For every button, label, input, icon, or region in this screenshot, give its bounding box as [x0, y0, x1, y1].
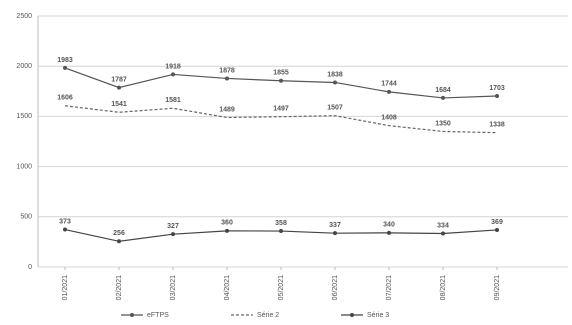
data-label: 1606 [57, 95, 73, 102]
data-label: 1507 [327, 105, 343, 112]
data-label: 1983 [57, 57, 73, 64]
point [225, 228, 229, 233]
point [387, 230, 391, 235]
data-label: 1744 [381, 81, 397, 88]
y-tick-label: 2500 [16, 13, 32, 20]
point [279, 78, 283, 83]
y-tick-label: 1000 [16, 163, 32, 170]
legend-label: Série 3 [367, 312, 389, 319]
data-label: 256 [113, 230, 125, 237]
x-tick-label: 07/2021 [386, 275, 393, 300]
data-label: 1918 [165, 63, 181, 70]
point [495, 94, 499, 99]
x-tick-label: 04/2021 [224, 275, 231, 300]
data-label: 1338 [489, 122, 505, 129]
point [279, 229, 283, 234]
data-label: 334 [437, 222, 449, 229]
y-tick-label: 0 [28, 264, 32, 271]
data-label: 340 [383, 222, 395, 229]
x-tick-label: 01/2021 [62, 275, 69, 300]
point [117, 239, 121, 244]
legend-label: Série 2 [257, 312, 279, 319]
y-tick-label: 2000 [16, 63, 32, 70]
point [63, 227, 67, 232]
data-label: 1703 [489, 85, 505, 92]
legend-marker [350, 313, 354, 317]
data-label: 1350 [435, 120, 451, 127]
data-label: 369 [491, 219, 503, 226]
data-label: 1684 [435, 87, 451, 94]
y-tick-label: 1500 [16, 113, 32, 120]
point [171, 232, 175, 237]
point [333, 231, 337, 236]
legend-label: eFTPS [147, 312, 169, 319]
data-label: 360 [221, 220, 233, 227]
x-tick-label: 03/2021 [170, 275, 177, 300]
point [387, 89, 391, 94]
data-label: 1541 [111, 101, 127, 108]
point [441, 231, 445, 236]
x-tick-label: 09/2021 [494, 275, 501, 300]
point [495, 227, 499, 232]
y-tick-label: 500 [20, 214, 32, 221]
x-tick-label: 06/2021 [332, 275, 339, 300]
point [63, 65, 67, 70]
point [333, 80, 337, 85]
point [225, 76, 229, 81]
data-label: 1838 [327, 71, 343, 78]
data-label: 1489 [219, 106, 235, 113]
data-label: 1878 [219, 67, 235, 74]
legend-marker [130, 313, 134, 317]
x-tick-label: 05/2021 [278, 275, 285, 300]
data-label: 327 [167, 223, 179, 230]
data-label: 1855 [273, 70, 289, 77]
data-label: 358 [275, 220, 287, 227]
data-label: 1408 [381, 114, 397, 121]
x-tick-label: 08/2021 [440, 275, 447, 300]
data-label: 337 [329, 222, 341, 229]
data-label: 373 [59, 218, 71, 225]
data-label: 1581 [165, 97, 181, 104]
data-label: 1787 [111, 76, 127, 83]
point [171, 72, 175, 77]
x-tick-label: 02/2021 [116, 275, 123, 300]
point [117, 85, 121, 90]
data-label: 1497 [273, 106, 289, 113]
series-line [64, 105, 498, 134]
point [441, 95, 445, 100]
